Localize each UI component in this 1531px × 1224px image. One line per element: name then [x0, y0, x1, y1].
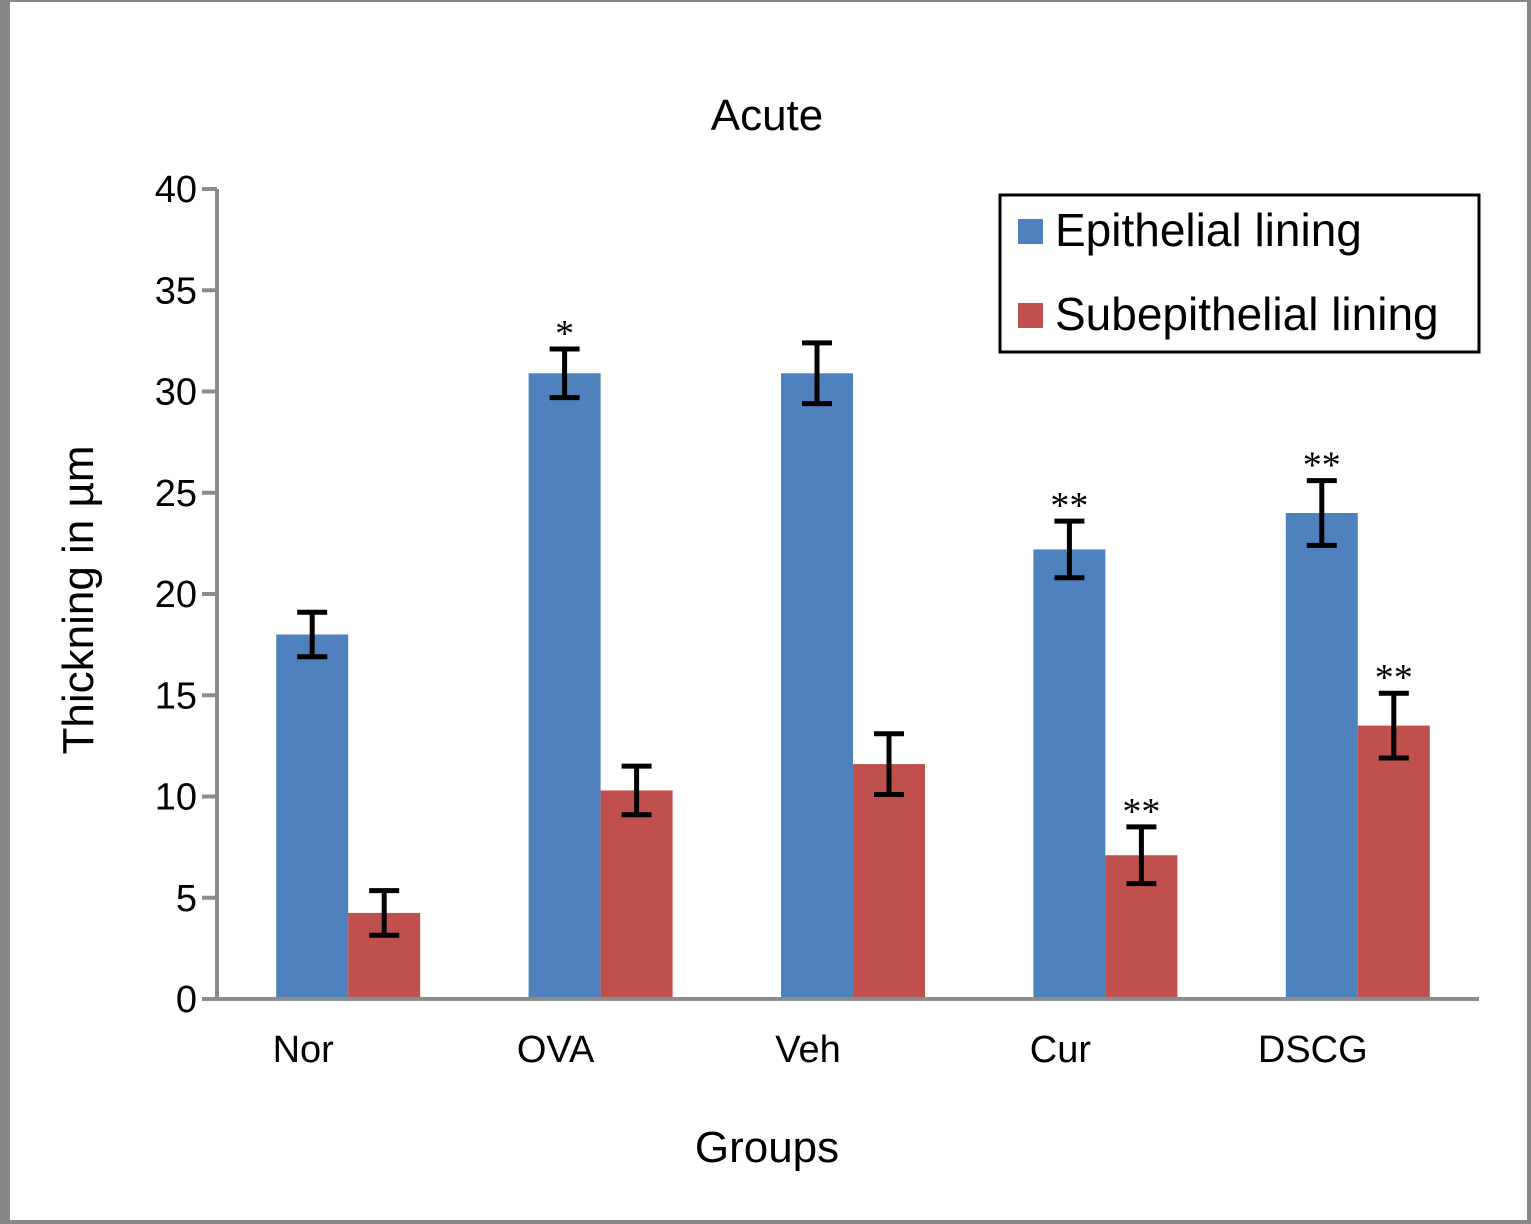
significance-marker: **: [1050, 485, 1088, 527]
y-tick-label: 5: [176, 878, 197, 920]
y-tick-label: 10: [155, 777, 197, 819]
legend-label-epithelial: Epithelial lining: [1055, 204, 1362, 256]
x-tick-label: OVA: [517, 1029, 595, 1071]
chart-title: Acute: [711, 91, 824, 140]
y-axis: 0 5 10 15 20 25 30 35 40: [155, 169, 219, 1021]
y-tick-label: 40: [155, 169, 197, 211]
bar-subepithelial: [853, 764, 925, 999]
x-axis: Nor OVA Veh Cur DSCG: [217, 997, 1479, 1071]
significance-marker: **: [1375, 657, 1413, 699]
bar-epithelial: [1285, 513, 1358, 999]
legend-label-subepithelial: Subepithelial lining: [1055, 288, 1439, 340]
legend-swatch-subepithelial: [1018, 303, 1043, 328]
significance-marker: *: [555, 313, 574, 355]
x-tick-label: Nor: [273, 1029, 335, 1071]
legend-swatch-epithelial: [1018, 219, 1043, 244]
x-axis-label: Groups: [695, 1123, 839, 1172]
bar-epithelial: [1033, 549, 1106, 999]
x-tick-label: Veh: [775, 1029, 841, 1071]
legend-box: [998, 193, 1481, 354]
x-tick-label: Cur: [1030, 1029, 1092, 1071]
bar-epithelial: [276, 634, 349, 999]
y-tick-label: 0: [176, 979, 197, 1021]
significance-marker: **: [1303, 445, 1341, 487]
bar-epithelial: [781, 373, 853, 999]
bar-subepithelial: [600, 790, 673, 999]
y-axis-label: Thickning in µm: [54, 445, 103, 754]
bars-group: *********: [276, 313, 1430, 999]
x-tick-label: DSCG: [1258, 1029, 1368, 1071]
y-tick-label: 35: [155, 270, 197, 312]
y-tick-label: 25: [155, 473, 197, 515]
bar-subepithelial: [1357, 725, 1430, 999]
bar-epithelial: [528, 373, 601, 999]
y-tick-label: 30: [155, 372, 197, 414]
significance-marker: **: [1122, 791, 1160, 833]
y-tick-label: 20: [155, 574, 197, 616]
y-tick-label: 15: [155, 675, 197, 717]
legend: Epithelial lining Subepithelial lining: [998, 193, 1481, 354]
